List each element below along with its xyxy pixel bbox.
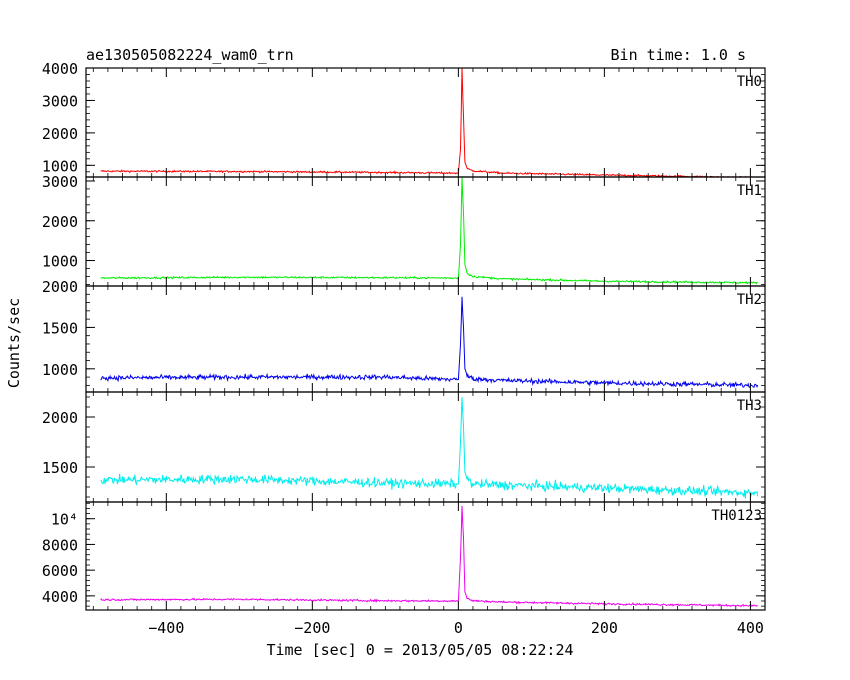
- y-tick-label: 2000: [42, 213, 78, 231]
- panel-frame: [85, 391, 766, 503]
- series-line-th3: [100, 396, 759, 499]
- y-tick-label: 8000: [42, 536, 78, 554]
- series-line-th2: [100, 296, 759, 389]
- chart-title: ae130505082224_wam0_trn: [86, 46, 294, 64]
- panel-label: TH0: [737, 74, 762, 90]
- panel-label: TH2: [737, 292, 762, 308]
- x-axis: −400 −200 0 200 400: [148, 619, 764, 637]
- x-tick-label: −200: [294, 619, 330, 637]
- y-tick-label: 6000: [42, 562, 78, 580]
- panel-th0123: 4000 6000 8000 10⁴ TH0123: [42, 501, 766, 611]
- y-tick-label: 4000: [42, 60, 78, 78]
- panel-th1: 1000 2000 3000 TH1: [42, 173, 766, 287]
- y-tick-label: 1000: [42, 157, 78, 175]
- panel-th0: 1000 2000 3000 4000 TH0: [42, 60, 766, 178]
- series-line-th1: [100, 177, 758, 285]
- y-tick-label: 1500: [42, 459, 78, 477]
- panel-th3: 1500 2000 TH3: [42, 391, 766, 503]
- x-tick-label: 400: [737, 619, 764, 637]
- y-tick-label: 2000: [42, 278, 78, 296]
- panel-th2: 1000 1500 2000 TH2: [42, 278, 766, 393]
- y-tick-label: 1500: [42, 319, 78, 337]
- series-line-th0123: [100, 505, 759, 608]
- y-tick-label: 2000: [42, 409, 78, 427]
- panels-group: 1000 2000 3000 4000 TH0 1000 2000 3000 TH1 1000 15…: [42, 60, 766, 611]
- y-tick-label: 3000: [42, 173, 78, 191]
- x-tick-label: 200: [591, 619, 618, 637]
- panel-label: TH1: [737, 183, 762, 199]
- panel-frame: [85, 501, 766, 611]
- panel-label: TH3: [737, 398, 762, 414]
- x-tick-label: −400: [148, 619, 184, 637]
- panel-label: TH0123: [711, 508, 762, 524]
- series-line-th0: [100, 68, 757, 177]
- panel-frame: [85, 176, 766, 287]
- bin-time-label: Bin time: 1.0 s: [611, 46, 746, 64]
- x-tick-label: 0: [454, 619, 463, 637]
- y-tick-label: 4000: [42, 588, 78, 606]
- y-tick-label: 2000: [42, 125, 78, 143]
- y-tick-label: 1000: [42, 361, 78, 379]
- y-tick-label: 3000: [42, 92, 78, 110]
- y-tick-label: 1000: [42, 253, 78, 271]
- y-axis-label: Counts/sec: [5, 298, 23, 388]
- y-tick-label: 10⁴: [51, 511, 78, 529]
- x-axis-label: Time [sec] 0 = 2013/05/05 08:22:24: [266, 641, 573, 659]
- panel-frame: [85, 67, 766, 178]
